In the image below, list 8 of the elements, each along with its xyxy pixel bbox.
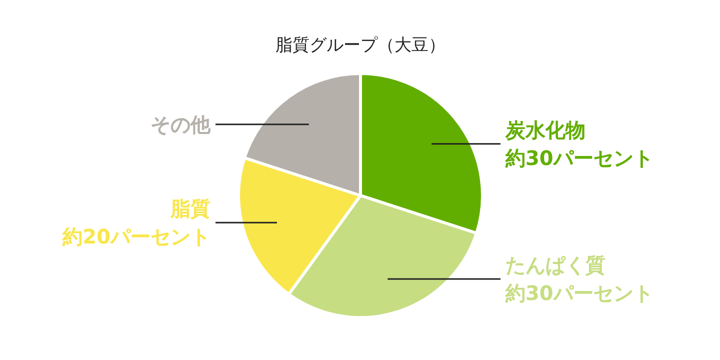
slice-label: たんぱく質 (506, 253, 606, 278)
data-label: 約30パーセント (504, 146, 654, 170)
slice-label: その他 (150, 112, 212, 136)
data-label: 約30パーセント (504, 281, 654, 306)
slice-label: 炭水化物 (504, 118, 586, 142)
slice-label: 脂質 (170, 196, 210, 221)
chart-title: 脂質グループ（大豆） (276, 36, 446, 56)
data-label: 約20パーセント (62, 224, 211, 249)
